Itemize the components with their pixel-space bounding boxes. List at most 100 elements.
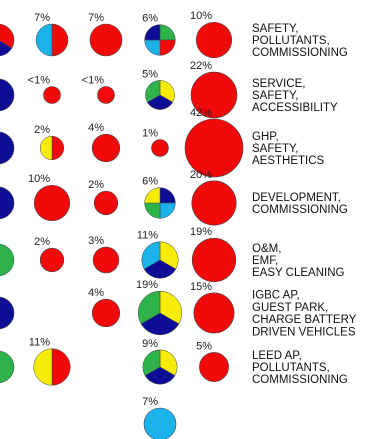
row-label-line: AESTHETICS	[252, 155, 325, 167]
bubble	[0, 243, 15, 277]
bubble-segment	[33, 348, 53, 386]
bubble: 20%	[190, 169, 237, 226]
bubble-segment	[0, 23, 15, 49]
bubble-segment	[191, 237, 237, 283]
bubble-segment	[144, 187, 161, 204]
bubble-segment	[51, 135, 64, 161]
percent-label: 11%	[29, 337, 50, 349]
chart-row: 7% 7% 6% 10% SAFETY,POLLUTANTS,COMMISSIONING	[0, 10, 348, 59]
percent-label: <1%	[28, 75, 51, 87]
bubble: 22%	[190, 60, 238, 119]
row-label-line: EMF,	[252, 255, 278, 267]
bubble: 4%	[88, 287, 121, 328]
bubble-segment	[43, 86, 61, 104]
bubble-segment	[142, 349, 161, 376]
percent-label: 22%	[190, 60, 212, 72]
bubble: 7%	[142, 396, 177, 439]
bubble-segment	[159, 202, 176, 219]
bubble-segment	[91, 298, 121, 328]
row-label-line: CHARGE BATTERY	[252, 314, 357, 326]
bubble-segment	[159, 290, 183, 325]
chart-row: 4% 19% 15% IGBC AP,GUEST PARK,CHARGE BATTER…	[0, 279, 357, 338]
bubble: 2%	[34, 124, 64, 161]
row-label-line: DRIVEN VEHICLES	[252, 326, 356, 338]
bubble-segment	[199, 352, 229, 382]
bubble-segment	[0, 186, 15, 220]
bubble-segment	[0, 131, 15, 165]
bubble	[0, 23, 15, 57]
bubble: 7%	[34, 12, 69, 57]
bubble-segment	[159, 241, 179, 270]
row-label-line: GHP,	[252, 131, 279, 143]
row-label-line: COMMISSIONING	[252, 204, 348, 216]
bubble-segment	[137, 290, 161, 325]
percent-label: 4%	[88, 122, 104, 134]
bubble: <1%	[28, 75, 61, 104]
bubble-segment	[193, 292, 235, 334]
bubble-segment	[184, 118, 244, 178]
bubble-segment	[144, 24, 161, 41]
bubble-segment	[159, 349, 178, 376]
row-label-line: SAFETY,	[252, 90, 298, 102]
bubble: 11%	[29, 337, 71, 386]
bubble: 10%	[190, 10, 233, 59]
bubble-segment	[0, 350, 15, 384]
bubble	[0, 131, 15, 165]
bubble: 5%	[142, 68, 175, 110]
bubble-segment	[141, 241, 161, 270]
bubble-segment	[97, 86, 115, 104]
bubble-segment	[159, 187, 176, 204]
bubble-segment	[195, 21, 233, 59]
percent-label: 10%	[190, 10, 212, 22]
bubble: 3%	[88, 235, 120, 274]
row-label-line: ACCESSIBILITY	[252, 102, 338, 114]
bubble: 4%	[88, 122, 121, 163]
bubble: 15%	[190, 281, 235, 334]
bubble-segment	[35, 23, 53, 57]
bubble-segment	[89, 23, 123, 57]
chart-row: 2% 3% 11% 19% O&M,EMF,EASY CLEANING	[0, 226, 345, 283]
percent-label: 19%	[190, 226, 212, 238]
row-label-line: IGBC AP,	[252, 290, 300, 302]
bubble-segment	[191, 180, 237, 226]
bubble-segment	[91, 133, 121, 163]
row-label-line: SAFETY,	[252, 23, 298, 35]
bubble	[0, 350, 15, 384]
bubble: 19%	[190, 226, 237, 283]
bubble: 9%	[142, 338, 178, 385]
percent-label: 10%	[28, 173, 50, 185]
bubble-segment	[145, 80, 161, 103]
percent-label: 7%	[88, 12, 104, 24]
bubble-segment	[40, 135, 53, 161]
bubble-segment	[51, 23, 69, 57]
bubble-segment	[147, 94, 173, 110]
row-label-line: POLLUTANTS,	[252, 362, 330, 374]
bubble-segment	[143, 259, 177, 279]
bubble: 6%	[142, 176, 176, 219]
bubble: 1%	[142, 128, 169, 157]
percent-label: 5%	[196, 340, 212, 352]
bubble-segment	[93, 190, 119, 216]
bubble-segment	[0, 40, 13, 57]
bubble: <1%	[82, 75, 115, 104]
bubble: 10%	[28, 173, 71, 222]
chart-row: 11% 9% 5% LEED AP,POLLUTANTS,COMMISSIONING	[0, 337, 348, 386]
percent-label: 6%	[142, 176, 158, 188]
percent-label: 2%	[88, 179, 104, 191]
bubble-segment	[0, 296, 15, 330]
row-label-line: LEED AP,	[252, 350, 302, 362]
percent-label: 7%	[34, 12, 50, 24]
percent-label: 4%	[88, 287, 104, 299]
percent-label: 3%	[88, 235, 104, 247]
row-label-line: EASY CLEANING	[252, 267, 345, 279]
bubble: 11%	[137, 230, 179, 279]
bubble-segment	[92, 246, 120, 274]
chart-row: 7%	[142, 396, 177, 439]
bubble	[0, 186, 15, 220]
bubble-segment	[33, 184, 71, 222]
bubble: 42%	[184, 107, 244, 178]
bubble-segment	[39, 247, 65, 273]
bubble: 7%	[88, 12, 123, 57]
bubble-segment	[143, 407, 177, 439]
